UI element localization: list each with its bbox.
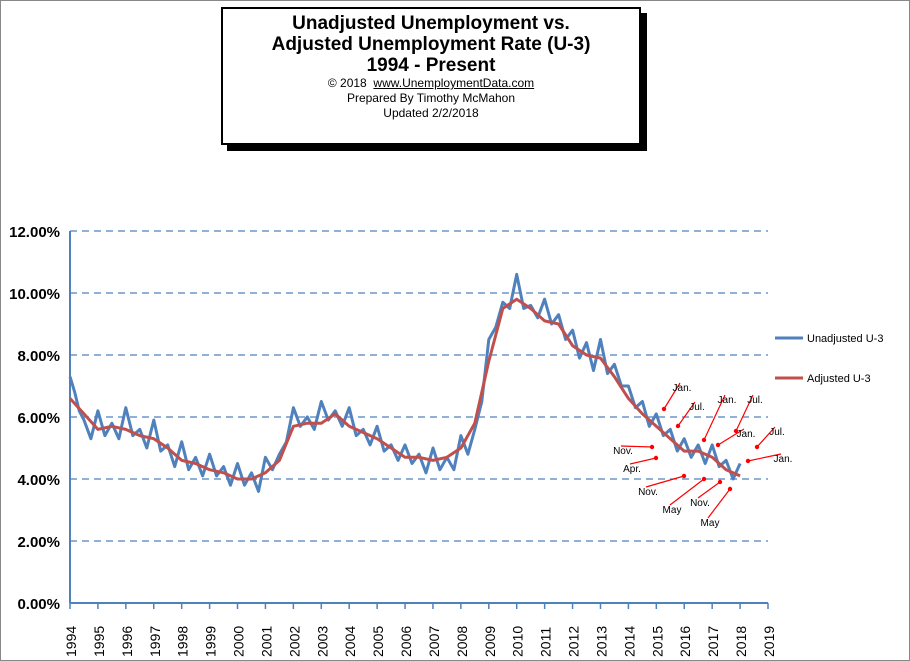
- annotation-arrowhead: [649, 444, 655, 450]
- annotation-label: Jan.: [718, 395, 737, 406]
- x-tick-label: 2002: [286, 626, 302, 657]
- x-tick-label: 2012: [566, 626, 582, 657]
- annotation-label: Jan.: [774, 454, 793, 465]
- annotation-arrow: [629, 457, 657, 465]
- annotation-label: Nov.: [613, 446, 633, 457]
- y-tick-label: 10.00%: [9, 286, 60, 303]
- x-tick-label: 1996: [119, 626, 135, 657]
- annotation-arrow: [620, 445, 653, 448]
- gridlines: [70, 230, 768, 542]
- x-tick-label: 2007: [426, 626, 442, 657]
- x-tick-label: 2016: [677, 626, 693, 657]
- annotation-arrowhead: [675, 423, 681, 429]
- legend-label: Unadjusted U-3: [807, 333, 883, 345]
- annotation-arrow: [697, 481, 721, 499]
- x-tick-label: 2006: [398, 626, 414, 657]
- annotation-arrow: [735, 394, 754, 432]
- copyright-text: © 2018: [327, 76, 367, 90]
- y-tick-label: 4.00%: [17, 472, 60, 489]
- annotation-label: Jul.: [769, 427, 785, 438]
- annotation-label: Nov.: [638, 487, 658, 498]
- prepared-by: Prepared By Timothy McMahon: [346, 91, 516, 105]
- x-tick-label: 2017: [705, 626, 721, 657]
- x-tick-label: 2005: [370, 626, 386, 657]
- annotation-label: Jan.: [673, 383, 692, 394]
- y-tick-label: 8.00%: [17, 348, 60, 365]
- annotation-arrow: [703, 394, 726, 441]
- annotation-arrowhead: [715, 442, 721, 448]
- x-tick-label: 2013: [593, 626, 609, 657]
- x-tick-label: 1997: [147, 626, 163, 657]
- annotation-arrow: [645, 475, 685, 488]
- adjusted-series-line: [68, 297, 741, 481]
- annotation-arrowhead: [701, 476, 707, 482]
- x-tick-label: 2000: [231, 626, 247, 657]
- annotation-label: Apr.: [623, 464, 641, 475]
- copyright-line: © 2018 www.UnemploymentData.com: [223, 76, 639, 91]
- annotation-arrowhead: [727, 486, 733, 492]
- annotation-arrowhead: [733, 428, 739, 434]
- legend: Unadjusted U-3 Adjusted U-3: [775, 333, 883, 385]
- chart-title-line3: 1994 - Present: [366, 55, 496, 76]
- annotation-arrowhead: [653, 455, 659, 461]
- annotation-arrow: [717, 428, 745, 446]
- x-tick-label: 2015: [649, 626, 665, 657]
- x-tick-label: 2010: [510, 626, 526, 657]
- x-tick-label: 2009: [482, 626, 498, 657]
- x-tick-label: 1995: [91, 626, 107, 657]
- annotation-label: May: [663, 505, 682, 516]
- x-tick-label: 2004: [342, 626, 358, 657]
- title-box: Unadjusted Unemployment vs. Adjusted Une…: [221, 7, 641, 145]
- x-tick-label: 1998: [175, 626, 191, 657]
- annotation-label: May: [701, 518, 720, 529]
- unadjusted-series-line: [68, 272, 742, 493]
- x-tick-label: 2003: [314, 626, 330, 657]
- chart-title-line2: Adjusted Unemployment Rate (U-3): [271, 34, 591, 55]
- annotation-label: Nov.: [690, 498, 710, 509]
- annotation-label: Jan.: [737, 429, 756, 440]
- annotation-arrow: [747, 453, 782, 462]
- annotations: Jan. Jul. Jan. Jul. Jan. Jul. Jan. Nov. Apr. Nov.…: [613, 382, 793, 529]
- y-tick-label: 2.00%: [17, 534, 60, 551]
- x-tick-label: 1999: [203, 626, 219, 657]
- series-lines: [68, 272, 742, 493]
- annotation-arrow: [756, 426, 776, 448]
- annotation-arrowhead: [754, 444, 760, 450]
- x-tick-label: 2018: [733, 626, 749, 657]
- axes: 0.00% 2.00% 4.00% 6.00% 8.00% 10.00% 12.00% 199…: [9, 224, 777, 657]
- annotation-arrowhead: [661, 406, 667, 412]
- x-tick-label: 2008: [454, 626, 470, 657]
- x-tick-label: 2011: [538, 627, 554, 657]
- annotation-arrow: [707, 488, 731, 519]
- x-tick-label: 2014: [621, 626, 637, 657]
- chart-title-line1: Unadjusted Unemployment vs.: [292, 13, 570, 34]
- updated-date: Updated 2/2/2018: [383, 106, 479, 120]
- annotation-arrow: [677, 401, 696, 427]
- y-tick-label: 0.00%: [17, 596, 60, 613]
- x-tick-label: 2019: [761, 626, 777, 657]
- annotation-arrowhead: [701, 437, 707, 443]
- annotation-arrowhead: [681, 473, 687, 479]
- annotation-label: Jul.: [747, 395, 763, 406]
- website-link[interactable]: www.UnemploymentData.com: [373, 76, 535, 90]
- annotation-arrow: [663, 382, 681, 410]
- annotation-label: Jul.: [689, 402, 705, 413]
- legend-label: Adjusted U-3: [807, 373, 871, 385]
- annotation-arrowhead: [717, 479, 723, 485]
- y-tick-label: 6.00%: [17, 410, 60, 427]
- annotation-arrowhead: [745, 458, 751, 464]
- annotation-arrow: [669, 478, 705, 506]
- x-tick-label: 2001: [258, 626, 274, 657]
- y-tick-label: 12.00%: [9, 224, 60, 241]
- x-tick-label: 1994: [63, 626, 79, 657]
